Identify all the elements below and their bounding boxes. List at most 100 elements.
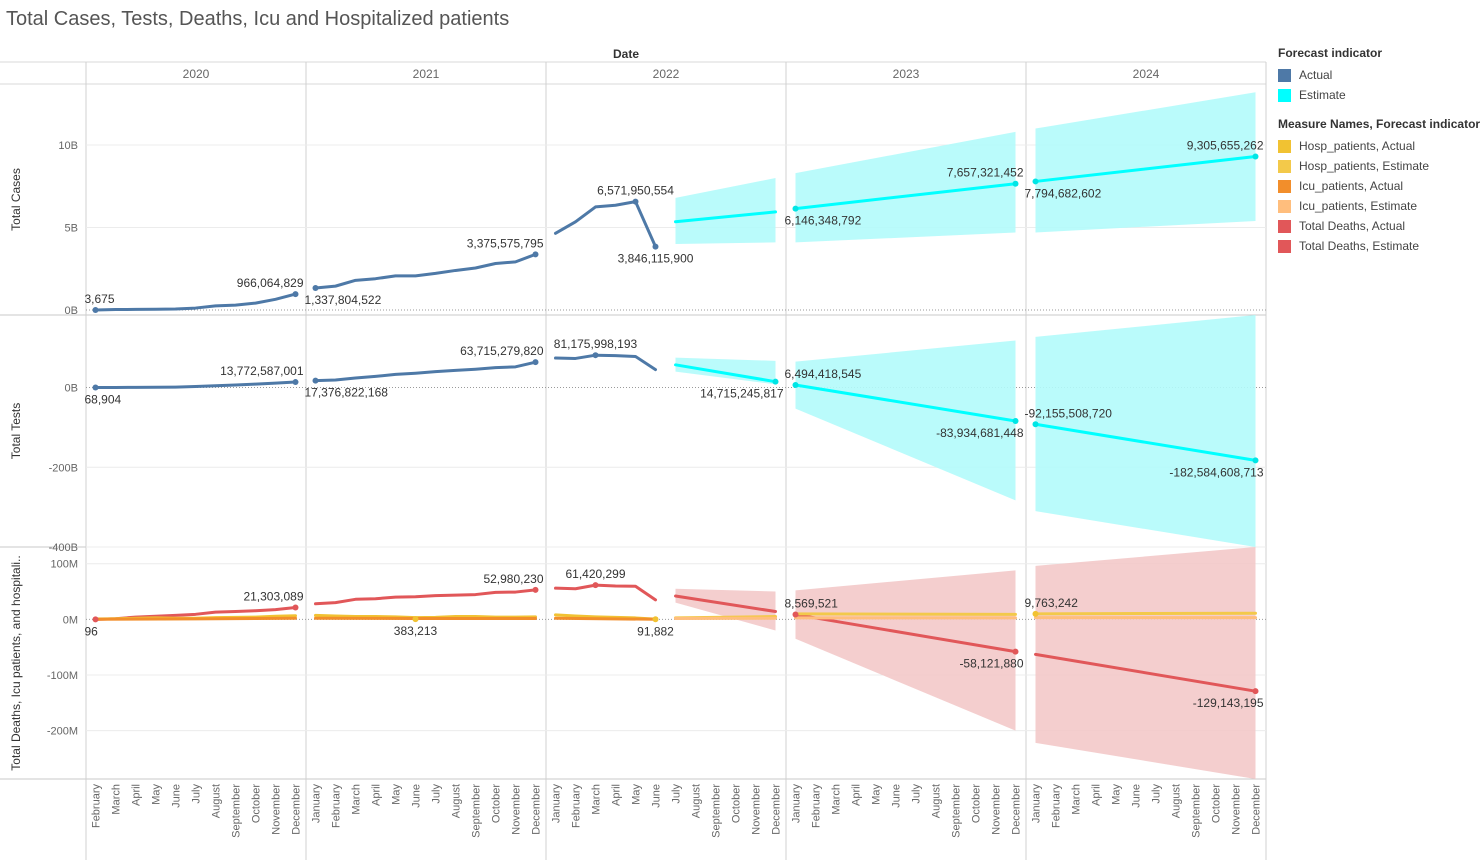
data-label: 96 xyxy=(85,624,99,638)
panel-2: Total Tests 0B -200B -400B 68,904 13,772,587,… xyxy=(9,315,1266,554)
data-label: 14,715,245,817 xyxy=(700,387,784,401)
legend: Forecast indicator Actual Estimate Measur… xyxy=(1278,46,1482,256)
month-tick-label: April xyxy=(371,784,383,806)
data-point-marker xyxy=(1032,610,1039,617)
legend-swatch xyxy=(1278,219,1291,233)
data-label: 68,904 xyxy=(85,393,122,407)
data-point-marker xyxy=(592,582,599,589)
month-tick-label: May xyxy=(391,784,403,805)
legend-measure-items: Hosp_patients, Actual Hosp_patients, Esti… xyxy=(1278,136,1482,256)
month-tick-label: January xyxy=(791,784,803,824)
data-label: 91,882 xyxy=(637,624,674,638)
legend-swatch xyxy=(1278,179,1291,193)
month-tick-label: February xyxy=(91,784,103,829)
month-tick-label: March xyxy=(831,784,843,815)
month-tick-label: November xyxy=(511,784,523,835)
month-tick-label: October xyxy=(1211,784,1223,823)
series-line-total-tests-actual xyxy=(554,353,657,372)
month-tick-label: October xyxy=(971,784,983,823)
confidence-band xyxy=(1035,92,1256,233)
series-line-total-deaths-actual xyxy=(314,588,537,606)
data-label: -129,143,195 xyxy=(1193,696,1264,710)
month-tick-label: November xyxy=(271,784,283,835)
month-tick-label: September xyxy=(471,784,483,838)
data-label: 6,146,348,792 xyxy=(785,214,862,228)
month-tick-label: August xyxy=(451,784,463,818)
legend-item[interactable]: Hosp_patients, Estimate xyxy=(1278,156,1482,176)
data-point-marker xyxy=(532,251,539,258)
month-tick-label: December xyxy=(291,784,303,835)
month-tick-label: May xyxy=(1111,784,1123,805)
series-line-total-tests-estimate xyxy=(674,363,777,384)
data-label: 9,763,242 xyxy=(1025,596,1079,610)
data-point-marker xyxy=(292,291,299,298)
legend-swatch xyxy=(1278,139,1291,153)
month-tick-label: June xyxy=(411,784,423,808)
legend-swatch xyxy=(1278,239,1291,253)
legend-swatch xyxy=(1278,88,1291,102)
month-tick-label: September xyxy=(711,784,723,838)
month-tick-label: December xyxy=(1011,784,1023,835)
month-tick-label: April xyxy=(1091,784,1103,806)
month-tick-label: February xyxy=(811,784,823,829)
legend-swatch xyxy=(1278,199,1291,213)
legend-item[interactable]: Icu_patients, Actual xyxy=(1278,176,1482,196)
data-label: 383,213 xyxy=(394,624,438,638)
legend-item[interactable]: Icu_patients, Estimate xyxy=(1278,196,1482,216)
month-tick-label: September xyxy=(951,784,963,838)
data-point-marker xyxy=(92,384,99,391)
plot-area xyxy=(92,547,1259,779)
month-tick-label: March xyxy=(1071,784,1083,815)
data-label: 13,772,587,001 xyxy=(220,364,304,378)
data-label: -58,121,880 xyxy=(959,657,1023,671)
series-line-total-deaths-estimate xyxy=(794,613,1017,654)
data-point-marker xyxy=(532,359,539,366)
confidence-band xyxy=(795,340,1016,501)
month-tick-label: March xyxy=(111,784,123,815)
data-point-marker xyxy=(92,616,99,623)
confidence-band xyxy=(795,570,1016,731)
y-tick-label: 100M xyxy=(50,559,78,571)
month-tick-label: August xyxy=(1171,784,1183,818)
year-header: 2024 xyxy=(1133,67,1160,81)
data-label: -92,155,508,720 xyxy=(1025,406,1113,420)
y-tick-label: 0B xyxy=(65,305,78,317)
legend-label: Icu_patients, Estimate xyxy=(1299,199,1418,213)
month-tick-label: February xyxy=(571,784,583,829)
legend-item[interactable]: Hosp_patients, Actual xyxy=(1278,136,1482,156)
data-point-marker xyxy=(1252,457,1259,464)
month-tick-label: May xyxy=(151,784,163,805)
x-axis-title: Date xyxy=(613,47,639,61)
data-point-marker xyxy=(312,377,319,384)
y-axis-title: Total Cases xyxy=(9,168,23,231)
confidence-band xyxy=(675,178,776,245)
month-tick-label: October xyxy=(491,784,503,823)
month-tick-label: January xyxy=(551,784,563,824)
legend-item[interactable]: Total Deaths, Estimate xyxy=(1278,236,1482,256)
data-label: 9,305,655,262 xyxy=(1187,139,1264,153)
y-tick-label: -400B xyxy=(49,542,78,554)
legend-item[interactable]: Total Deaths, Actual xyxy=(1278,216,1482,236)
chart-title: Total Cases, Tests, Deaths, Icu and Hosp… xyxy=(6,8,510,30)
data-point-marker xyxy=(1012,418,1019,425)
month-tick-label: July xyxy=(1151,784,1163,804)
month-tick-label: August xyxy=(211,784,223,818)
series-line-total-cases-estimate xyxy=(674,210,777,224)
data-label: -83,934,681,448 xyxy=(936,426,1024,440)
legend-item[interactable]: Estimate xyxy=(1278,85,1482,105)
month-tick-label: May xyxy=(871,784,883,805)
legend-item[interactable]: Actual xyxy=(1278,65,1482,85)
month-tick-label: July xyxy=(671,784,683,804)
series-line-total-tests-estimate xyxy=(1034,422,1257,462)
confidence-band xyxy=(795,131,1016,243)
data-point-marker xyxy=(92,307,99,314)
month-tick-label: February xyxy=(331,784,343,829)
y-tick-label: 5B xyxy=(65,223,78,235)
legend-label: Total Deaths, Actual xyxy=(1299,219,1406,233)
series-line-total-cases-actual xyxy=(314,252,537,290)
month-tick-label: February xyxy=(1051,784,1063,829)
panel-3: Total Deaths, Icu patients, and hospital… xyxy=(9,547,1266,779)
series-line-hosp-patients-estimate xyxy=(1034,611,1257,616)
month-tick-label: May xyxy=(631,784,643,805)
y-tick-label: 0B xyxy=(65,383,78,395)
